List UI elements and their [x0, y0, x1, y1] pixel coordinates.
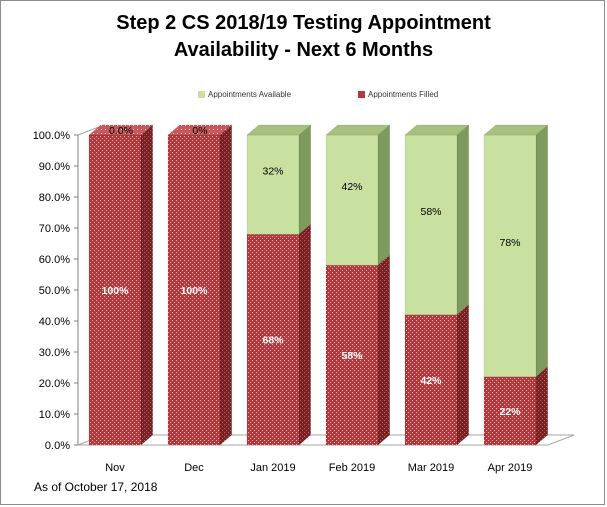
data-label-filled: 22%	[499, 406, 521, 418]
bar-available-4-front	[404, 134, 458, 316]
y-tick-label: 40.0%	[39, 316, 70, 328]
y-tick-label: 70.0%	[39, 223, 70, 235]
bar-filled-1-side	[219, 124, 232, 446]
legend-label-filled: Appointments Filled	[368, 90, 439, 99]
data-label-available: 42%	[341, 181, 362, 193]
bar-filled-0-side	[140, 124, 153, 446]
bar-available-5-side	[535, 124, 548, 378]
bar-available-4-side	[456, 124, 469, 316]
data-label-available: 78%	[499, 237, 520, 249]
bar-available-2-top	[246, 124, 312, 136]
bar-available-5-front	[483, 134, 537, 378]
y-tick-label: 10.0%	[39, 409, 70, 421]
data-label-filled: 68%	[262, 335, 284, 347]
bar-filled-4-front	[404, 314, 458, 446]
bar-filled-2-side	[298, 223, 311, 446]
y-tick-label: 60.0%	[39, 254, 70, 266]
x-tick-label: Mar 2019	[408, 462, 454, 474]
y-tick-label: 100.0%	[33, 130, 71, 142]
bar-filled-3-side	[377, 254, 390, 446]
as-of-footnote: As of October 17, 2018	[34, 480, 158, 494]
bar-filled-1-top	[167, 124, 233, 136]
y-tick-label: 80.0%	[39, 192, 70, 204]
bar-available-4-top	[404, 124, 470, 136]
legend-swatch-available	[198, 91, 205, 98]
legend-label-available: Appointments Available	[208, 90, 292, 99]
bar-available-3-front	[325, 134, 379, 266]
legend-item-available: Appointments Available	[198, 90, 291, 99]
x-tick-label: Nov	[105, 462, 125, 474]
data-label-available: 0.0%	[109, 125, 133, 137]
chart-title-line-2: Availability - Next 6 Months	[173, 39, 434, 61]
y-tick-label: 0.0%	[45, 440, 70, 452]
data-label-filled: 100%	[102, 285, 130, 297]
bar-filled-1-front	[167, 134, 221, 446]
bar-available-5-top	[483, 124, 549, 136]
chart-labels: Nov 100% 0.0% Dec 100% 0% Jan 2019 68% 32% Feb 20…	[102, 125, 533, 474]
bar-available-2-front	[246, 134, 300, 235]
legend-swatch-filled	[358, 91, 365, 98]
bar-available-2-side	[298, 124, 311, 235]
x-tick-label: Dec	[184, 462, 204, 474]
bar-available-3-side	[377, 124, 390, 266]
data-label-available: 58%	[420, 206, 441, 218]
bar-filled-3-front	[325, 264, 379, 446]
bar-available-3-top	[325, 124, 391, 136]
chart-title: Step 2 CS 2018/19 Testing Appointment Av…	[0, 10, 607, 64]
data-label-available: 32%	[262, 166, 283, 178]
data-label-filled: 42%	[420, 375, 442, 387]
x-tick-label: Apr 2019	[488, 462, 533, 474]
bar-filled-5-side	[535, 366, 548, 446]
chart-title-line-1: Step 2 CS 2018/19 Testing Appointment	[116, 12, 491, 34]
x-tick-label: Feb 2019	[329, 462, 375, 474]
chart-legend: Appointments Available Appointments Fill…	[0, 90, 607, 104]
data-label-filled: 100%	[181, 285, 209, 297]
data-label-filled: 58%	[341, 350, 363, 362]
chart-bars	[88, 124, 549, 446]
legend-item-filled: Appointments Filled	[358, 90, 438, 99]
bar-filled-5-front	[483, 376, 537, 446]
y-tick-label: 30.0%	[39, 347, 70, 359]
x-tick-label: Jan 2019	[250, 462, 295, 474]
y-tick-label: 50.0%	[39, 285, 70, 297]
bar-filled-0-top	[88, 124, 154, 136]
bar-filled-2-front	[246, 233, 300, 446]
y-tick-label: 90.0%	[39, 161, 70, 173]
bar-filled-4-side	[456, 304, 469, 446]
y-tick-label: 20.0%	[39, 378, 70, 390]
data-label-available: 0%	[192, 125, 207, 137]
